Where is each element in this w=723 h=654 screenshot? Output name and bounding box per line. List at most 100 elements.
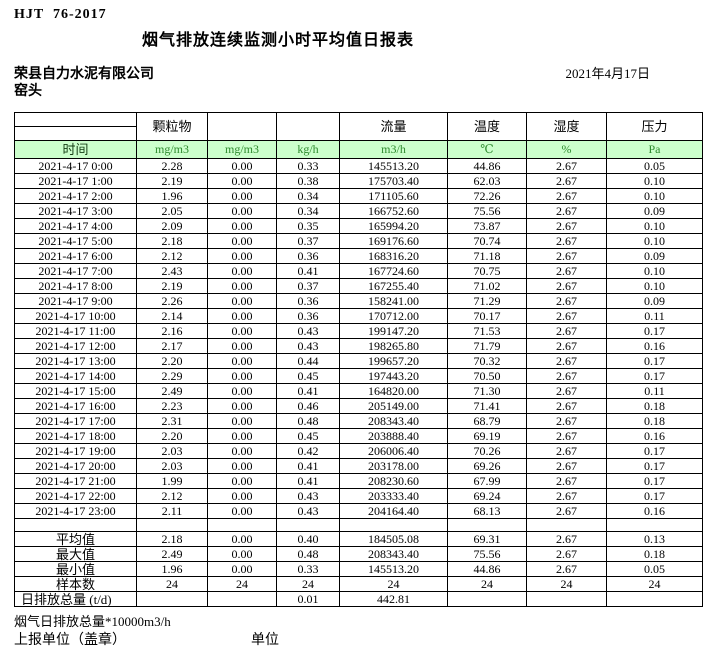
monitoring-table: 颗粒物 流量 温度 湿度 压力 时间 mg/m3 mg/m3 kg/h m3/h… [14,112,703,607]
time-cell: 2021-4-17 7:00 [14,263,137,279]
value-cell: 2.20 [136,428,208,444]
value-cell: 0.43 [276,503,340,519]
value-cell: 62.03 [447,173,527,189]
value-cell: 69.31 [447,531,527,547]
table-row: 2021-4-17 7:00 2.43 0.00 0.41 167724.60 70.75… [14,263,703,279]
value-cell: 0.00 [207,473,277,489]
value-cell: 0.45 [276,428,340,444]
value-cell: 0.42 [276,443,340,459]
header-empty-2 [276,112,340,141]
value-cell: 2.14 [136,308,208,324]
time-cell: 2021-4-17 3:00 [14,203,137,219]
time-cell: 2021-4-17 18:00 [14,428,137,444]
time-cell: 2021-4-17 4:00 [14,218,137,234]
value-cell: 2.67 [526,398,607,414]
value-cell: 24 [447,576,527,592]
value-cell: 0.33 [276,561,340,577]
value-cell: 2.67 [526,488,607,504]
value-cell: 24 [339,576,448,592]
value-cell [136,591,208,607]
value-cell: 0.34 [276,188,340,204]
value-cell: 71.41 [447,398,527,414]
value-cell: 0.00 [207,353,277,369]
value-cell: 2.05 [136,203,208,219]
value-cell: 2.67 [526,188,607,204]
table-row: 2021-4-17 23:00 2.11 0.00 0.43 204164.40 68.1… [14,503,703,519]
value-cell: 2.67 [526,413,607,429]
value-cell: 2.18 [136,531,208,547]
value-cell: 2.03 [136,443,208,459]
value-cell: 2.49 [136,383,208,399]
value-cell: 2.67 [526,383,607,399]
value-cell: 70.26 [447,443,527,459]
table-row: 2021-4-17 0:00 2.28 0.00 0.33 145513.20 44.86… [14,158,703,174]
spacer-cell [276,518,340,532]
header-flow: 流量 [339,112,448,141]
value-cell: 0.00 [207,308,277,324]
value-cell: 0.00 [207,203,277,219]
time-cell: 2021-4-17 0:00 [14,158,137,174]
summary-label-cell: 最小值 [14,561,137,577]
value-cell: 69.19 [447,428,527,444]
value-cell: 2.03 [136,458,208,474]
value-cell: 1.99 [136,473,208,489]
value-cell: 169176.60 [339,233,448,249]
summary-label-cell: 样本数 [14,576,137,592]
value-cell: 0.37 [276,278,340,294]
table-row: 2021-4-17 9:00 2.26 0.00 0.36 158241.00 71.29… [14,293,703,309]
time-cell: 2021-4-17 14:00 [14,368,137,384]
table-row: 2021-4-17 10:00 2.14 0.00 0.36 170712.00 70.1… [14,308,703,324]
value-cell: 0.10 [606,188,703,204]
spacer-row [14,518,703,532]
spacer-section [14,518,703,532]
value-cell: 2.67 [526,203,607,219]
value-cell: 2.67 [526,323,607,339]
table-row: 最小值 1.96 0.00 0.33 145513.20 44.86 2.67 0.05 [14,561,703,577]
value-cell: 0.17 [606,323,703,339]
value-cell: 2.67 [526,353,607,369]
value-cell: 24 [606,576,703,592]
value-cell: 67.99 [447,473,527,489]
value-cell: 0.10 [606,218,703,234]
value-cell: 2.67 [526,278,607,294]
table-row: 2021-4-17 21:00 1.99 0.00 0.41 208230.60 67.9… [14,473,703,489]
table-row: 2021-4-17 6:00 2.12 0.00 0.36 168316.20 71.18… [14,248,703,264]
value-cell: 2.67 [526,173,607,189]
spacer-cell [207,518,277,532]
value-cell: 0.34 [276,203,340,219]
header-pressure: 压力 [606,112,703,141]
value-cell: 197443.20 [339,368,448,384]
value-cell [207,591,277,607]
value-cell: 0.00 [207,398,277,414]
time-cell: 2021-4-17 11:00 [14,323,137,339]
value-cell: 0.43 [276,323,340,339]
unit-cell: kg/h [276,140,340,159]
value-cell: 0.18 [606,546,703,562]
table-row: 2021-4-17 19:00 2.03 0.00 0.42 206006.40 70.2… [14,443,703,459]
value-cell: 2.26 [136,293,208,309]
value-cell: 0.10 [606,173,703,189]
value-cell: 0.11 [606,308,703,324]
value-cell: 0.00 [207,383,277,399]
value-cell: 72.26 [447,188,527,204]
value-cell: 0.00 [207,546,277,562]
table-row: 2021-4-17 22:00 2.12 0.00 0.43 203333.40 69.2… [14,488,703,504]
time-cell: 2021-4-17 20:00 [14,458,137,474]
value-cell: 208343.40 [339,546,448,562]
value-cell: 70.74 [447,233,527,249]
value-cell: 168316.20 [339,248,448,264]
value-cell: 0.00 [207,428,277,444]
value-cell: 203333.40 [339,488,448,504]
value-cell: 2.67 [526,428,607,444]
value-cell: 2.67 [526,158,607,174]
header-row-top: 颗粒物 流量 温度 湿度 压力 [14,112,703,141]
value-cell: 0.16 [606,503,703,519]
value-cell: 199657.20 [339,353,448,369]
value-cell: 2.67 [526,473,607,489]
value-cell: 204164.40 [339,503,448,519]
value-cell: 1.96 [136,561,208,577]
table-row: 2021-4-17 20:00 2.03 0.00 0.41 203178.00 69.2… [14,458,703,474]
time-cell: 2021-4-17 6:00 [14,248,137,264]
value-cell: 0.17 [606,353,703,369]
value-cell: 70.50 [447,368,527,384]
